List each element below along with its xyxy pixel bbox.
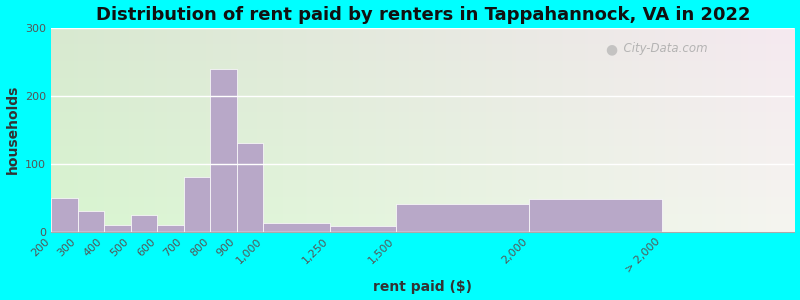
Bar (210, 69, 237, 232)
Bar (104, 225, 130, 232)
Bar (78, 211, 104, 232)
Bar (529, 199, 662, 232)
Text: ●: ● (605, 42, 617, 56)
Title: Distribution of rent paid by renters in Tappahannock, VA in 2022: Distribution of rent paid by renters in … (95, 6, 750, 24)
Bar (184, 177, 210, 232)
Bar (130, 214, 158, 232)
Y-axis label: households: households (6, 85, 19, 174)
Bar (330, 226, 396, 232)
Bar (263, 223, 330, 232)
Bar (396, 204, 529, 232)
Text: City-Data.com: City-Data.com (616, 42, 708, 55)
Bar (51, 198, 78, 232)
Bar (237, 143, 263, 232)
Bar (158, 225, 184, 232)
X-axis label: rent paid ($): rent paid ($) (374, 280, 472, 294)
